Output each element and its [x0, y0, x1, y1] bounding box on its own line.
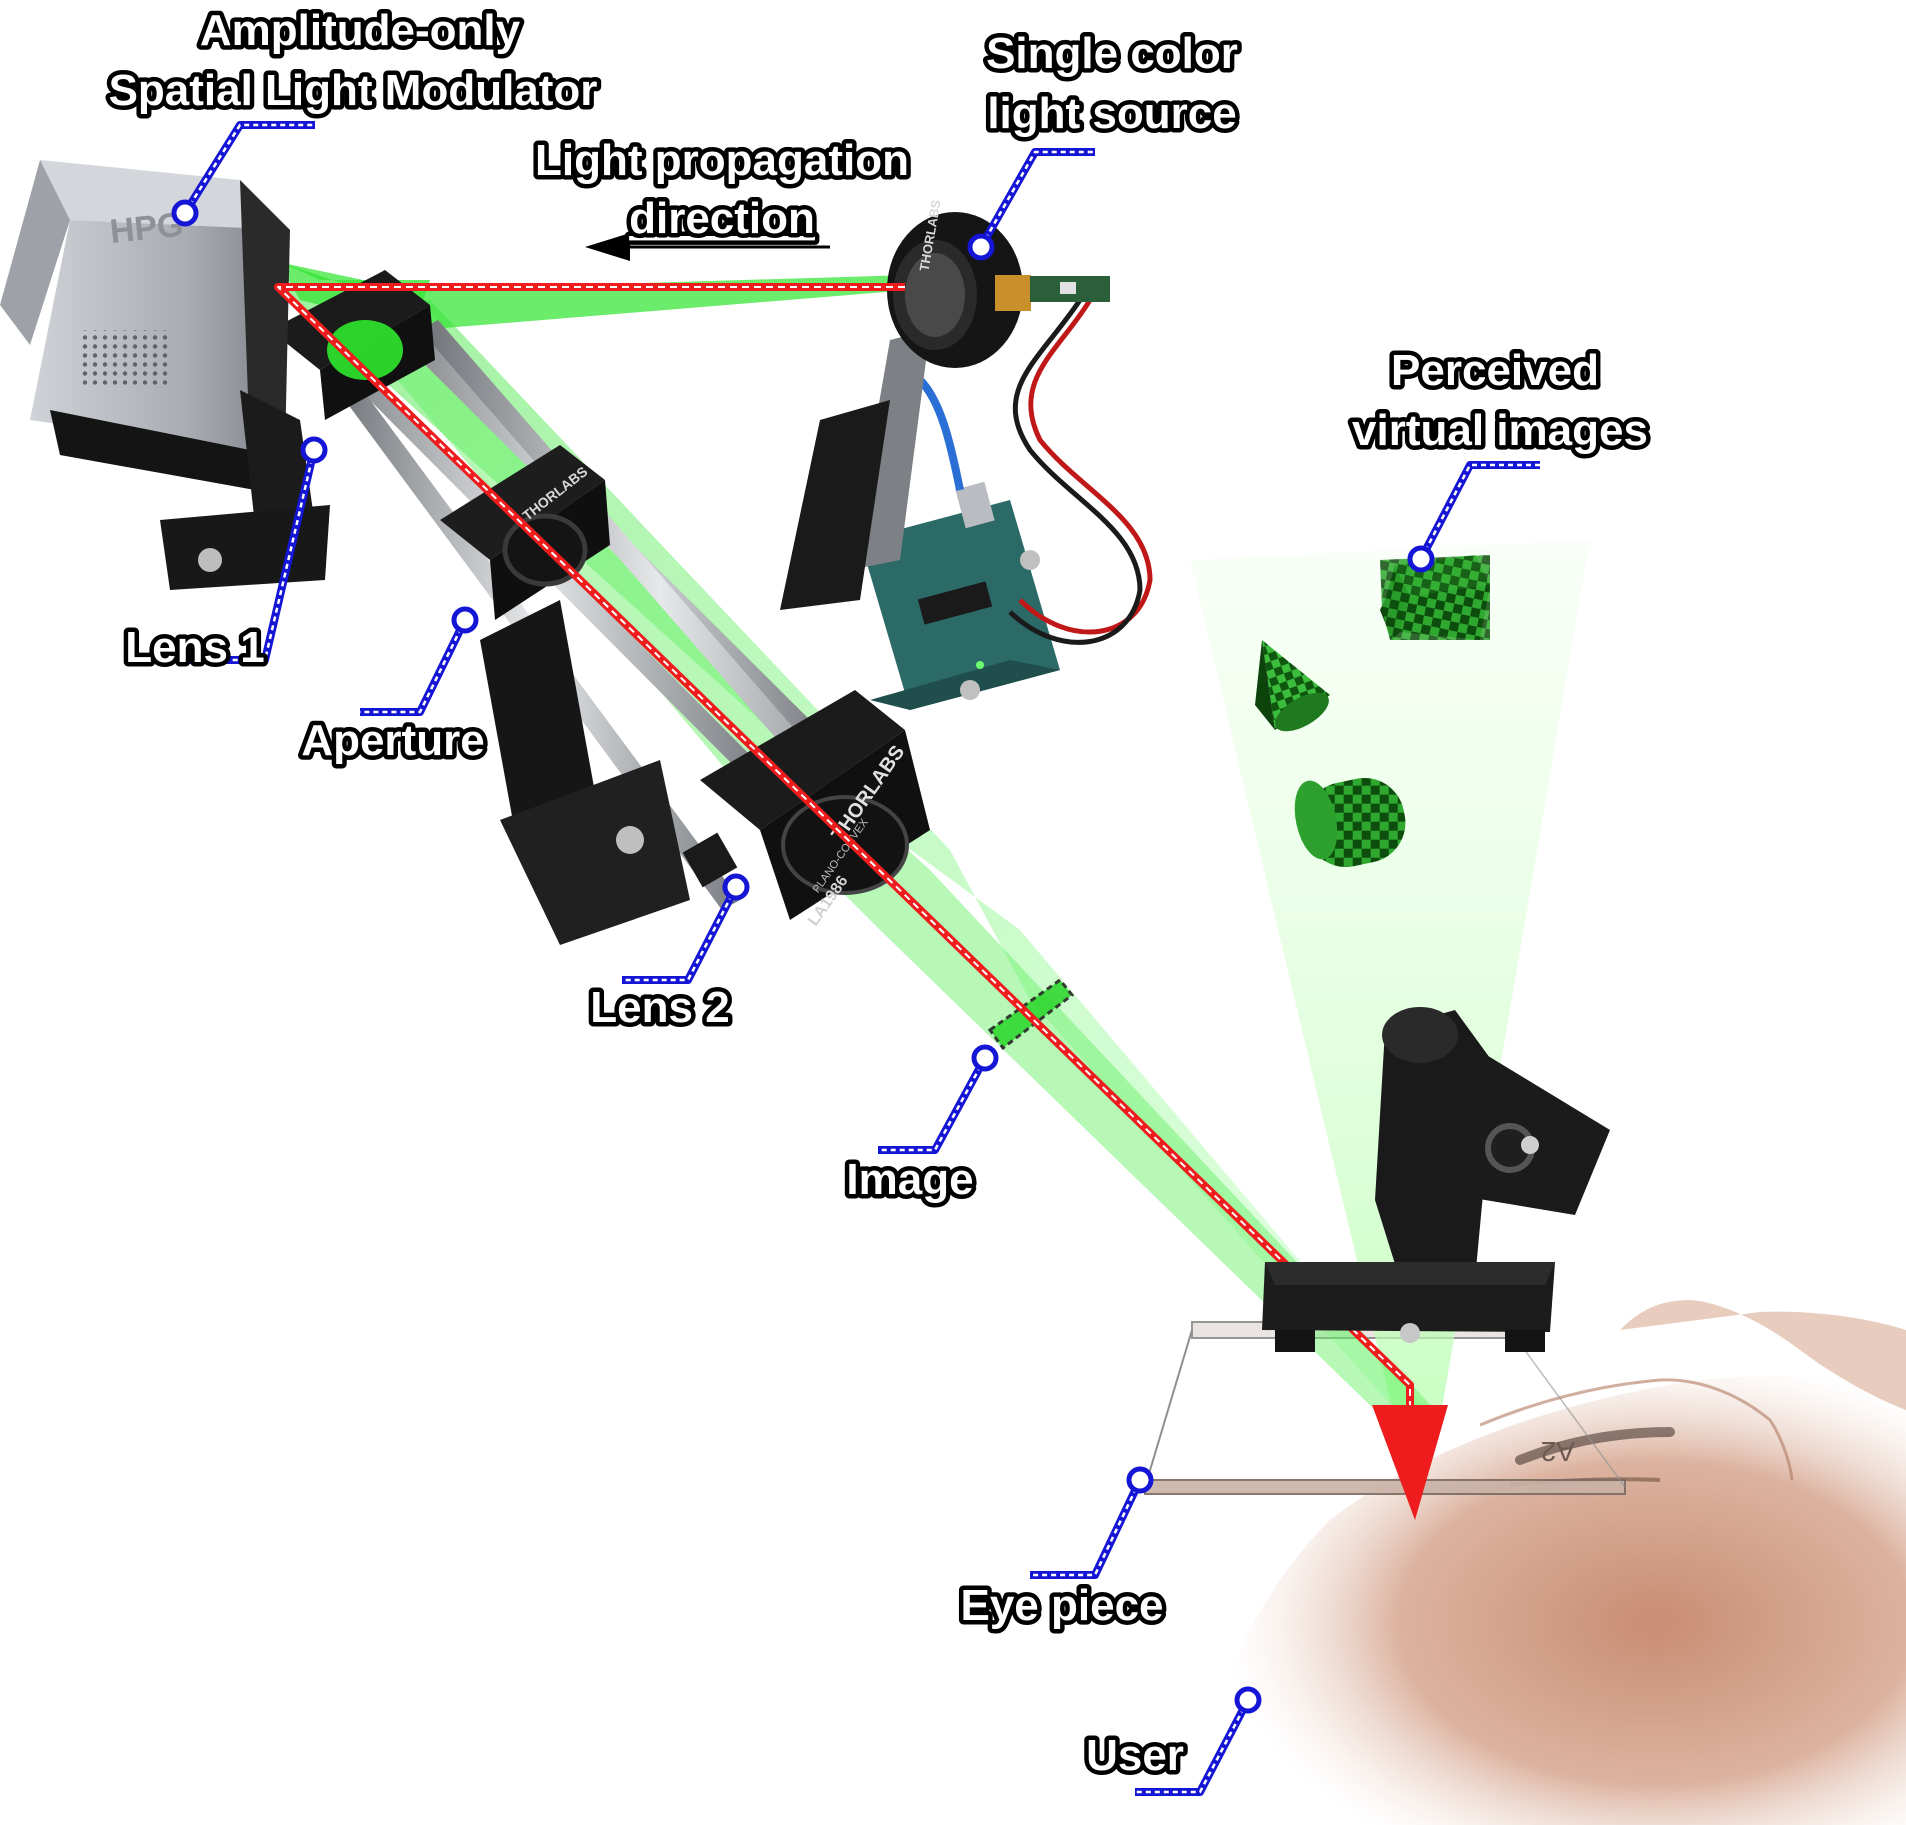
virtual-image-light-cone — [1190, 540, 1590, 1420]
spatial-light-modulator: HPG — [0, 160, 330, 590]
leader-slm — [171, 121, 315, 227]
checkered-cylinder — [1294, 777, 1406, 868]
eyepiece-marking: A2 — [1541, 1436, 1575, 1467]
eyepiece-mount — [1262, 1007, 1610, 1352]
optical-axis — [274, 283, 1448, 1520]
user-face — [1190, 1300, 1906, 1825]
source-label-line1: Single color — [986, 29, 1238, 78]
perceived-label-line1: Perceived — [1391, 346, 1599, 395]
optical-cage: THORLABS THORLABS PLANO-CONVEX LA1986 — [270, 270, 930, 945]
leader-aperture — [360, 606, 479, 716]
slm-label-line1: Amplitude-only — [200, 6, 521, 55]
leader-lens2 — [622, 873, 750, 984]
eye-piece-label: Eye piece — [960, 1581, 1163, 1630]
leader-light-source — [967, 148, 1095, 261]
checkered-cube — [1380, 555, 1490, 640]
light-source-assembly: THORLABS — [780, 198, 1153, 710]
leader-perceived — [1407, 461, 1540, 573]
aperture-label: Aperture — [301, 716, 484, 765]
propagation-arrowhead — [1372, 1405, 1448, 1520]
leader-eye-piece — [1030, 1466, 1154, 1579]
leader-user — [1135, 1686, 1262, 1796]
propagation-label-line2: direction — [629, 194, 815, 243]
leader-image — [878, 1044, 999, 1154]
perceived-label-line2: virtual images — [1352, 406, 1648, 455]
user-label: User — [1086, 1731, 1184, 1780]
lens2-label: Lens 2 — [590, 983, 729, 1032]
source-label-line2: light source — [987, 89, 1236, 138]
propagation-label-line1: Light propagation — [535, 136, 909, 185]
lens1-label: Lens 1 — [125, 623, 264, 672]
checkered-cone — [1255, 640, 1330, 732]
propagation-direction-arrow — [585, 233, 830, 261]
leader-lens1 — [190, 436, 328, 664]
image-label: Image — [846, 1155, 973, 1204]
slm-label-line2: Spatial Light Modulator — [109, 66, 598, 115]
